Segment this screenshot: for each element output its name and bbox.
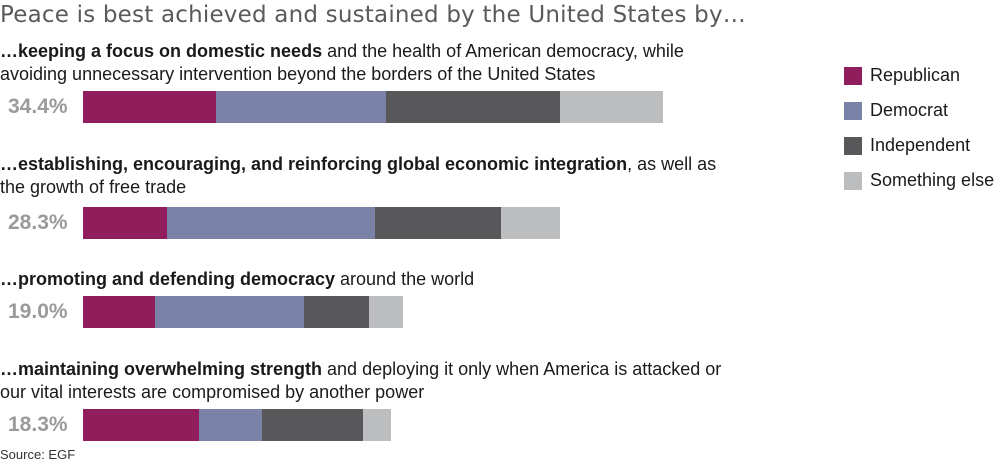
legend-label: Democrat: [870, 100, 949, 120]
stacked-bar: [83, 91, 663, 123]
stacked-bar: [83, 296, 404, 328]
bar-segment-independent: [303, 296, 370, 328]
legend-swatch: [844, 66, 862, 85]
chart-title: Peace is best achieved and sustained by …: [0, 2, 746, 28]
legend-item-independent: Independent: [844, 128, 994, 163]
bar-segment-republican: [83, 91, 217, 123]
bar-segment-democrat: [199, 409, 262, 441]
bar-segment-independent: [374, 207, 501, 239]
bar-segment-republican: [83, 296, 156, 328]
total-percent: 34.4%: [8, 95, 68, 118]
stacked-bar: [83, 207, 560, 239]
bar-segment-something-else: [500, 207, 560, 239]
bar-segment-republican: [83, 207, 168, 239]
legend-label: Republican: [870, 65, 961, 85]
bar-segment-democrat: [155, 296, 304, 328]
bar-segment-something-else: [559, 91, 663, 123]
legend-swatch: [844, 171, 862, 190]
source-note: Source: EGF: [0, 447, 76, 462]
bar-segment-republican: [83, 409, 200, 441]
legend: Republican Democrat Independent Something e…: [844, 58, 994, 198]
statement-label: …maintaining overwhelming strength and d…: [0, 359, 722, 402]
stacked-bar: [83, 409, 392, 441]
bar-segment-independent: [386, 91, 560, 123]
total-percent: 18.3%: [8, 413, 68, 436]
legend-item-something-else: Something else: [844, 163, 994, 198]
legend-swatch: [844, 136, 862, 155]
bar-segment-democrat: [167, 207, 375, 239]
total-percent: 19.0%: [8, 300, 68, 323]
statement-label: …promoting and defending democracy aroun…: [0, 269, 475, 289]
bar-segment-something-else: [362, 409, 392, 441]
legend-label: Independent: [870, 135, 971, 155]
total-percent: 28.3%: [8, 211, 68, 234]
bar-segment-something-else: [369, 296, 404, 328]
statement-label: …establishing, encouraging, and reinforc…: [0, 154, 717, 197]
bar-segment-democrat: [216, 91, 387, 123]
statement-label: …keeping a focus on domestic needs and t…: [0, 41, 684, 84]
legend-item-republican: Republican: [844, 58, 994, 93]
legend-swatch: [844, 101, 862, 120]
legend-item-democrat: Democrat: [844, 93, 994, 128]
legend-label: Something else: [870, 170, 995, 190]
bar-segment-independent: [261, 409, 363, 441]
